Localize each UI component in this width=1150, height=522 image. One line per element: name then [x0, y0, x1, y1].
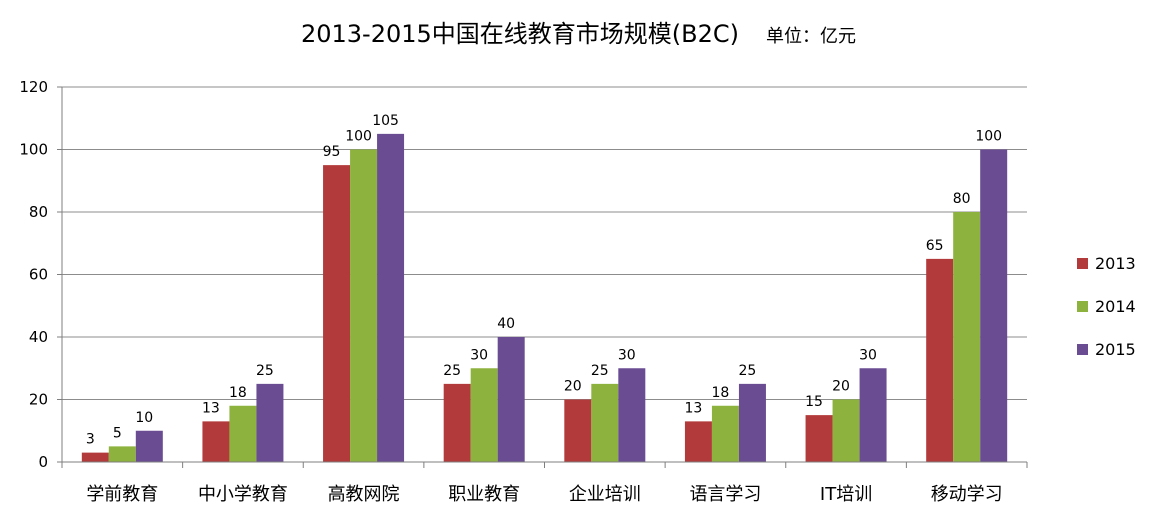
- data-label-2015-4: 30: [618, 347, 636, 363]
- data-label-2014-5: 18: [712, 385, 730, 401]
- y-tick-label: 0: [38, 453, 48, 471]
- data-label-2013-2: 95: [323, 144, 341, 160]
- bar-2015-2: [377, 133, 405, 462]
- bar-2015-3: [497, 337, 525, 462]
- gridlines: [62, 86, 1027, 400]
- data-label-2014-1: 18: [229, 385, 247, 401]
- bar-2013-2: [323, 165, 351, 462]
- data-label-2015-2: 105: [372, 113, 399, 129]
- bar-2015-5: [738, 383, 766, 462]
- data-label-2014-4: 25: [591, 363, 609, 379]
- data-label-2013-6: 15: [805, 394, 823, 410]
- x-tick-label: 高教网院: [328, 484, 400, 505]
- bar-2014-2: [350, 149, 378, 462]
- data-label-2013-0: 3: [86, 432, 95, 448]
- y-tick-label: 120: [19, 78, 48, 96]
- legend-label-2015: 2015: [1095, 340, 1136, 359]
- x-axis-ticks: 学前教育 中小学教育 高教网院 职业教育 企业培训 语言学习 IT培训 移动学习: [86, 484, 1002, 505]
- y-tick-label: 60: [29, 266, 48, 284]
- legend-swatch-2014: [1077, 301, 1088, 312]
- chart-title: 2013-2015中国在线教育市场规模(B2C): [301, 20, 739, 48]
- x-tick-label: 企业培训: [569, 484, 641, 505]
- data-label-2015-0: 10: [135, 410, 153, 426]
- legend-swatch-2013: [1077, 258, 1088, 269]
- data-label-2014-6: 20: [832, 379, 850, 395]
- y-tick-label: 40: [29, 328, 48, 346]
- bar-2015-6: [859, 368, 887, 462]
- data-label-2014-0: 5: [113, 425, 122, 441]
- data-label-2013-4: 20: [564, 379, 582, 395]
- y-tick-label: 100: [19, 141, 48, 159]
- bar-2013-5: [684, 421, 712, 462]
- legend-label-2013: 2013: [1095, 254, 1136, 273]
- data-label-2015-6: 30: [859, 347, 877, 363]
- bar-2013-3: [443, 383, 471, 462]
- bar-2014-3: [470, 368, 498, 462]
- data-labels: 3 510131825951001052530402025301318251520…: [86, 113, 1002, 448]
- x-tick-label: 职业教育: [448, 484, 520, 505]
- x-tick-label: 学前教育: [86, 484, 158, 505]
- data-label-2013-1: 13: [202, 400, 220, 416]
- legend-label-2014: 2014: [1095, 297, 1136, 316]
- x-tick-label: IT培训: [820, 484, 872, 505]
- data-label-2014-7: 80: [953, 191, 971, 207]
- y-tick-label: 80: [29, 203, 48, 221]
- x-tick-label: 中小学教育: [198, 484, 288, 505]
- bar-2015-0: [135, 430, 163, 462]
- data-label-2013-5: 13: [685, 400, 703, 416]
- bar-2014-0: [108, 446, 136, 462]
- bar-2014-6: [832, 399, 860, 462]
- data-label-2014-3: 30: [470, 347, 488, 363]
- x-axis: [61, 87, 1028, 468]
- bar-2013-7: [926, 258, 954, 462]
- legend-swatch-2015: [1077, 344, 1088, 355]
- data-label-2013-7: 65: [926, 238, 944, 254]
- unit-label: 单位：亿元: [766, 26, 856, 47]
- data-label-2013-3: 25: [443, 363, 461, 379]
- bar-2014-5: [711, 405, 739, 462]
- data-label-2015-3: 40: [497, 316, 515, 332]
- bar-2014-4: [591, 383, 619, 462]
- bar-2015-4: [618, 368, 646, 462]
- bar-2014-7: [953, 212, 981, 462]
- legend: 2013 2014 2015: [1077, 254, 1136, 359]
- bar-2014-1: [229, 405, 257, 462]
- y-tick-label: 20: [29, 391, 48, 409]
- bar-2013-1: [202, 421, 230, 462]
- x-tick-label: 移动学习: [931, 484, 1003, 505]
- data-label-2015-1: 25: [256, 363, 274, 379]
- bar-2013-4: [564, 399, 592, 462]
- x-tick-label: 语言学习: [689, 484, 761, 505]
- bar-2015-1: [256, 383, 284, 462]
- bars: [81, 133, 1008, 462]
- bar-2013-0: [81, 452, 109, 462]
- data-label-2015-5: 25: [739, 363, 757, 379]
- y-axis-ticks: 0 20 40 60 80 100 120: [19, 78, 62, 471]
- data-label-2014-2: 100: [345, 129, 372, 145]
- bar-2015-7: [980, 149, 1008, 462]
- data-label-2015-7: 100: [975, 129, 1002, 145]
- bar-2013-6: [805, 415, 833, 462]
